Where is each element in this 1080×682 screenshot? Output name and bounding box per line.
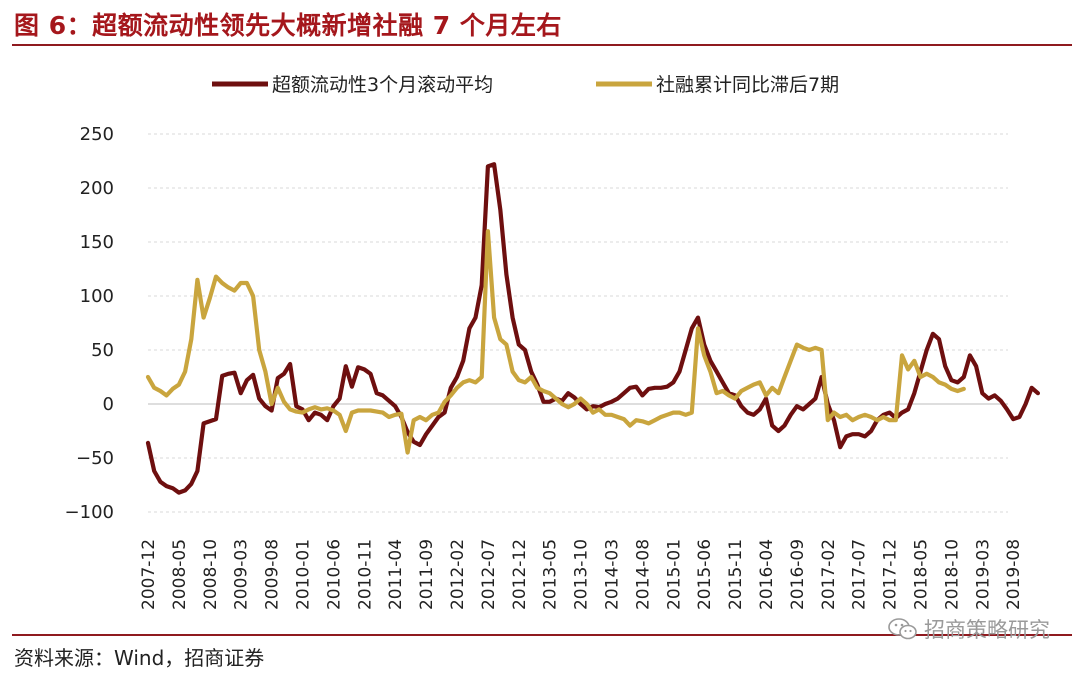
legend-label: 社融累计同比滞后7期 <box>656 74 839 96</box>
grid-layer <box>148 133 1008 513</box>
x-tick-label: 2009-08 <box>263 539 283 610</box>
x-tick-label: 2013-10 <box>572 539 592 610</box>
x-tick-label: 2016-09 <box>788 539 808 610</box>
x-tick-label: 2018-10 <box>942 539 962 610</box>
x-tick-label: 2010-01 <box>294 539 314 610</box>
x-tick-label: 2014-08 <box>633 539 653 610</box>
x-tick-label: 2008-05 <box>170 539 190 610</box>
x-tick-label: 2015-11 <box>726 539 746 610</box>
x-tick-label: 2015-06 <box>695 539 715 610</box>
x-tick-label: 2014-03 <box>603 539 623 610</box>
watermark: 招商策略研究 <box>888 614 1050 644</box>
x-tick-label: 2019-03 <box>973 539 993 610</box>
y-tick-label: 0 <box>103 394 114 415</box>
x-tick-label: 2010-06 <box>324 539 344 610</box>
x-tick-label: 2008-10 <box>201 539 221 610</box>
y-tick-label: 200 <box>80 178 114 199</box>
x-tick-label: 2018-05 <box>912 539 932 610</box>
y-tick-label: 100 <box>80 286 114 307</box>
x-tick-label: 2012-02 <box>448 539 468 610</box>
source-note: 资料来源：Wind，招商证券 <box>14 646 265 670</box>
x-tick-label: 2017-07 <box>850 539 870 610</box>
x-tick-label: 2015-01 <box>664 539 684 610</box>
x-tick-label: 2007-12 <box>139 539 159 610</box>
y-tick-label: 50 <box>91 340 114 361</box>
x-tick-label: 2009-03 <box>232 539 252 610</box>
x-tick-label: 2012-07 <box>479 539 499 610</box>
x-tick-label: 2012-12 <box>510 539 530 610</box>
watermark-text: 招商策略研究 <box>924 618 1050 642</box>
x-tick-label: 2013-05 <box>541 539 561 610</box>
x-tick-label: 2017-02 <box>819 539 839 610</box>
x-tick-label: 2017-12 <box>881 539 901 610</box>
series-line-social-financing <box>145 229 966 455</box>
y-tick-label: −50 <box>76 448 114 469</box>
y-tick-label: 250 <box>80 124 114 145</box>
x-tick-label: 2011-04 <box>386 539 406 610</box>
y-tick-label: 150 <box>80 232 114 253</box>
legend: 超额流动性3个月滚动平均 社融累计同比滞后7期 <box>212 74 839 96</box>
footer-divider <box>12 634 1072 636</box>
x-tick-label: 2011-09 <box>417 539 437 610</box>
series-layer <box>145 162 1041 495</box>
title-divider <box>12 44 1072 46</box>
x-tick-label: 2016-04 <box>757 539 777 610</box>
wechat-icon <box>888 618 917 640</box>
axis-layer: 250 200 150 100 50 0 −50 −100 2007-12 2008-05 2008… <box>65 124 1025 610</box>
legend-label: 超额流动性3个月滚动平均 <box>272 74 493 96</box>
y-tick-label: −100 <box>65 502 114 523</box>
x-tick-label: 2010-11 <box>355 539 375 610</box>
x-tick-label: 2019-08 <box>1004 539 1024 610</box>
page-title: 图 6：超额流动性领先大概新增社融 7 个月左右 <box>14 11 562 40</box>
series-line-excess-liquidity <box>145 162 1041 495</box>
